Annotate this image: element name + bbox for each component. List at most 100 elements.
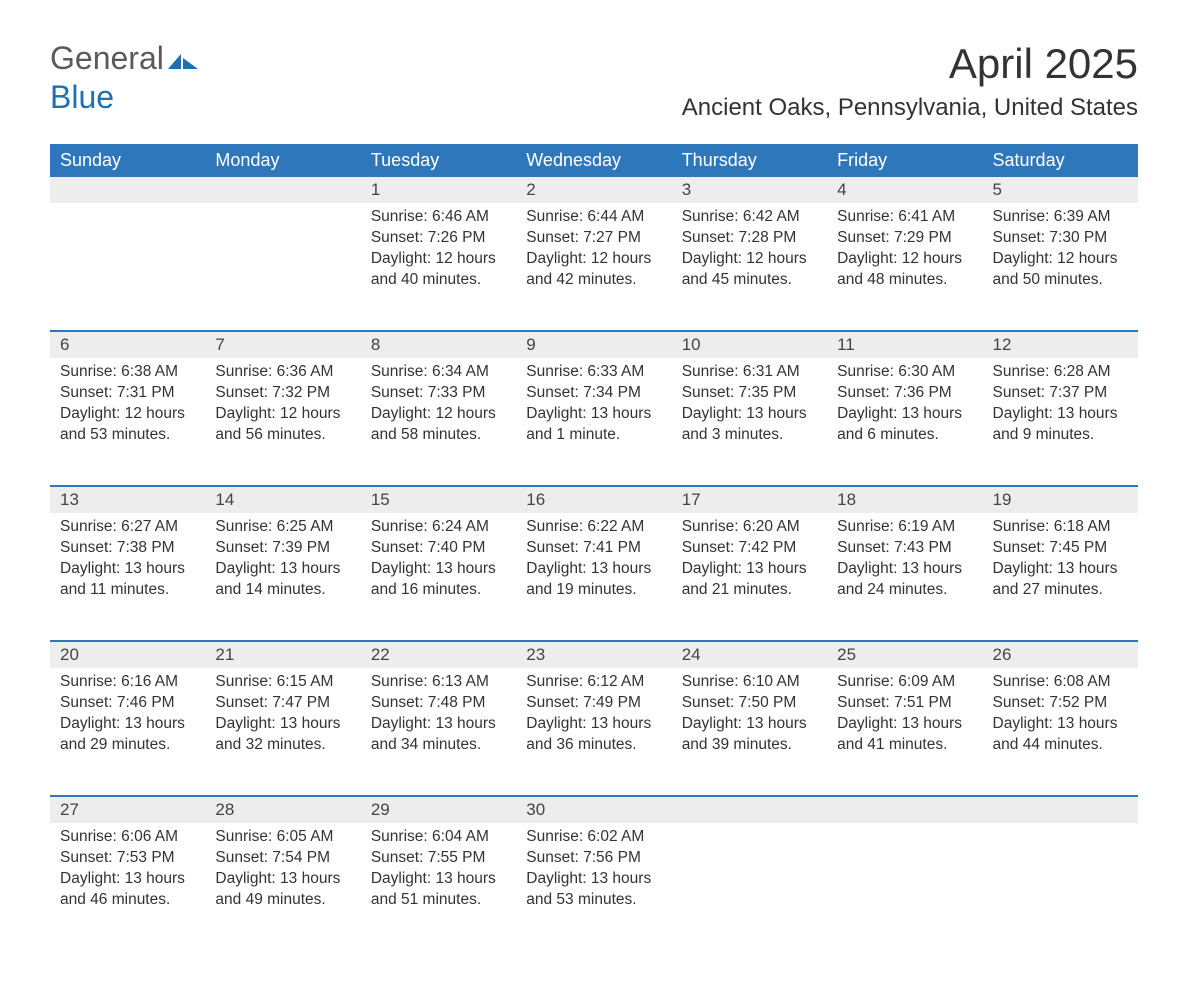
day-cell [827,823,982,951]
sunrise-text: Sunrise: 6:33 AM [526,362,661,383]
daylight-text: Daylight: 12 hours and 42 minutes. [526,249,661,291]
sunrise-text: Sunrise: 6:36 AM [215,362,350,383]
day-data: Sunrise: 6:10 AMSunset: 7:50 PMDaylight:… [672,668,827,766]
day-data: Sunrise: 6:31 AMSunset: 7:35 PMDaylight:… [672,358,827,456]
day-data: Sunrise: 6:02 AMSunset: 7:56 PMDaylight:… [516,823,671,921]
day-cell: Sunrise: 6:42 AMSunset: 7:28 PMDaylight:… [672,203,827,331]
sunset-text: Sunset: 7:46 PM [60,693,195,714]
sunrise-text: Sunrise: 6:46 AM [371,207,506,228]
daylight-text: Daylight: 12 hours and 48 minutes. [837,249,972,291]
day-number: 29 [361,796,516,823]
day-number: 5 [983,177,1138,203]
day-data: Sunrise: 6:09 AMSunset: 7:51 PMDaylight:… [827,668,982,766]
day-number: 15 [361,486,516,513]
weekday-header-row: Sunday Monday Tuesday Wednesday Thursday… [50,144,1138,177]
sunrise-text: Sunrise: 6:09 AM [837,672,972,693]
day-data: Sunrise: 6:22 AMSunset: 7:41 PMDaylight:… [516,513,671,611]
day-cell: Sunrise: 6:08 AMSunset: 7:52 PMDaylight:… [983,668,1138,796]
sunrise-text: Sunrise: 6:15 AM [215,672,350,693]
sunset-text: Sunset: 7:47 PM [215,693,350,714]
sunset-text: Sunset: 7:48 PM [371,693,506,714]
day-data: Sunrise: 6:19 AMSunset: 7:43 PMDaylight:… [827,513,982,611]
daylight-text: Daylight: 13 hours and 16 minutes. [371,559,506,601]
day-cell: Sunrise: 6:05 AMSunset: 7:54 PMDaylight:… [205,823,360,951]
weekday-header: Monday [205,144,360,177]
daylight-text: Daylight: 13 hours and 36 minutes. [526,714,661,756]
day-cell: Sunrise: 6:30 AMSunset: 7:36 PMDaylight:… [827,358,982,486]
daylight-text: Daylight: 13 hours and 49 minutes. [215,869,350,911]
day-cell: Sunrise: 6:09 AMSunset: 7:51 PMDaylight:… [827,668,982,796]
daylight-text: Daylight: 13 hours and 27 minutes. [993,559,1128,601]
sunset-text: Sunset: 7:32 PM [215,383,350,404]
day-number: 16 [516,486,671,513]
day-data: Sunrise: 6:05 AMSunset: 7:54 PMDaylight:… [205,823,360,921]
day-number: 9 [516,331,671,358]
day-number: 21 [205,641,360,668]
daylight-text: Daylight: 13 hours and 1 minute. [526,404,661,446]
day-cell: Sunrise: 6:10 AMSunset: 7:50 PMDaylight:… [672,668,827,796]
sunrise-text: Sunrise: 6:18 AM [993,517,1128,538]
daylight-text: Daylight: 13 hours and 39 minutes. [682,714,817,756]
day-number-row: 12345 [50,177,1138,203]
sunrise-text: Sunrise: 6:41 AM [837,207,972,228]
day-cell: Sunrise: 6:46 AMSunset: 7:26 PMDaylight:… [361,203,516,331]
day-data: Sunrise: 6:16 AMSunset: 7:46 PMDaylight:… [50,668,205,766]
day-data: Sunrise: 6:30 AMSunset: 7:36 PMDaylight:… [827,358,982,456]
sunset-text: Sunset: 7:34 PM [526,383,661,404]
daylight-text: Daylight: 12 hours and 40 minutes. [371,249,506,291]
sunset-text: Sunset: 7:43 PM [837,538,972,559]
day-data: Sunrise: 6:04 AMSunset: 7:55 PMDaylight:… [361,823,516,921]
day-number: 26 [983,641,1138,668]
sunrise-text: Sunrise: 6:24 AM [371,517,506,538]
day-number: 6 [50,331,205,358]
weekday-header: Friday [827,144,982,177]
brand-mark-icon [168,42,202,79]
daylight-text: Daylight: 13 hours and 11 minutes. [60,559,195,601]
day-number: 25 [827,641,982,668]
day-cell: Sunrise: 6:19 AMSunset: 7:43 PMDaylight:… [827,513,982,641]
sunrise-text: Sunrise: 6:06 AM [60,827,195,848]
day-data: Sunrise: 6:25 AMSunset: 7:39 PMDaylight:… [205,513,360,611]
day-number: 7 [205,331,360,358]
sunrise-text: Sunrise: 6:34 AM [371,362,506,383]
sunset-text: Sunset: 7:36 PM [837,383,972,404]
day-data-row: Sunrise: 6:38 AMSunset: 7:31 PMDaylight:… [50,358,1138,486]
sunset-text: Sunset: 7:28 PM [682,228,817,249]
sunrise-text: Sunrise: 6:39 AM [993,207,1128,228]
sunrise-text: Sunrise: 6:25 AM [215,517,350,538]
page-header: GeneralBlue April 2025 Ancient Oaks, Pen… [50,40,1138,136]
sunrise-text: Sunrise: 6:44 AM [526,207,661,228]
day-cell: Sunrise: 6:02 AMSunset: 7:56 PMDaylight:… [516,823,671,951]
day-cell: Sunrise: 6:27 AMSunset: 7:38 PMDaylight:… [50,513,205,641]
day-number: 19 [983,486,1138,513]
sunset-text: Sunset: 7:51 PM [837,693,972,714]
title-block: April 2025 Ancient Oaks, Pennsylvania, U… [682,40,1138,136]
sunset-text: Sunset: 7:37 PM [993,383,1128,404]
day-data: Sunrise: 6:36 AMSunset: 7:32 PMDaylight:… [205,358,360,456]
location-subtitle: Ancient Oaks, Pennsylvania, United State… [682,94,1138,122]
day-cell: Sunrise: 6:34 AMSunset: 7:33 PMDaylight:… [361,358,516,486]
sunset-text: Sunset: 7:53 PM [60,848,195,869]
day-cell: Sunrise: 6:41 AMSunset: 7:29 PMDaylight:… [827,203,982,331]
sunrise-text: Sunrise: 6:30 AM [837,362,972,383]
day-number: 2 [516,177,671,203]
sunrise-text: Sunrise: 6:04 AM [371,827,506,848]
day-number: 11 [827,331,982,358]
day-number: 14 [205,486,360,513]
daylight-text: Daylight: 13 hours and 44 minutes. [993,714,1128,756]
sunrise-text: Sunrise: 6:20 AM [682,517,817,538]
day-number-row: 6789101112 [50,331,1138,358]
daylight-text: Daylight: 13 hours and 29 minutes. [60,714,195,756]
sunset-text: Sunset: 7:50 PM [682,693,817,714]
day-number [50,177,205,203]
sunrise-text: Sunrise: 6:28 AM [993,362,1128,383]
day-data: Sunrise: 6:24 AMSunset: 7:40 PMDaylight:… [361,513,516,611]
day-cell: Sunrise: 6:20 AMSunset: 7:42 PMDaylight:… [672,513,827,641]
sunrise-text: Sunrise: 6:16 AM [60,672,195,693]
day-data: Sunrise: 6:44 AMSunset: 7:27 PMDaylight:… [516,203,671,301]
day-number [205,177,360,203]
day-data: Sunrise: 6:15 AMSunset: 7:47 PMDaylight:… [205,668,360,766]
day-data: Sunrise: 6:08 AMSunset: 7:52 PMDaylight:… [983,668,1138,766]
daylight-text: Daylight: 13 hours and 32 minutes. [215,714,350,756]
day-number: 12 [983,331,1138,358]
